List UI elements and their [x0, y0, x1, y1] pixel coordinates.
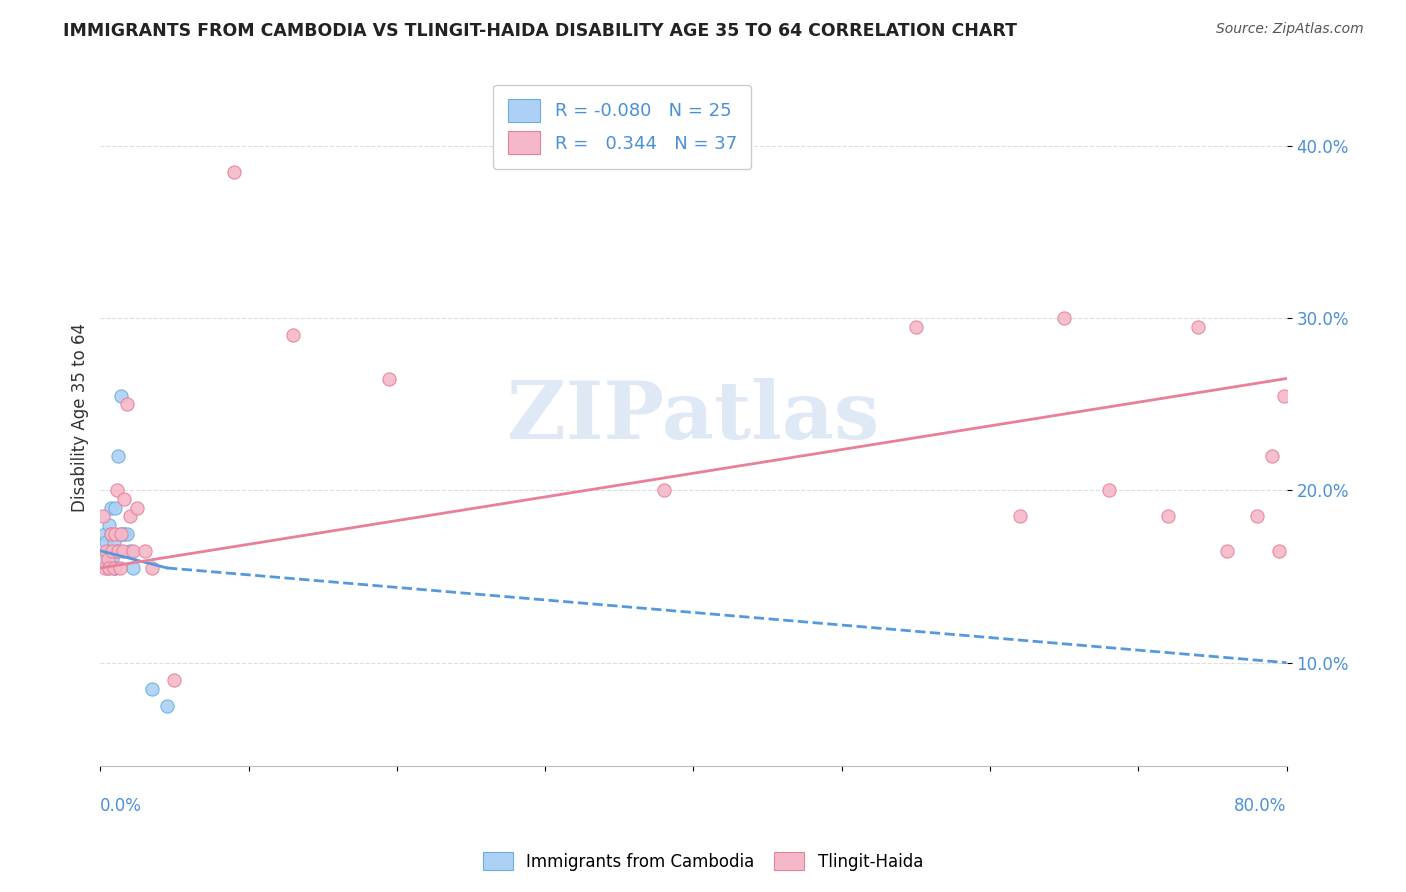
Point — [100, 526, 122, 541]
Point — [100, 526, 122, 541]
Point — [1268, 543, 1291, 558]
Point — [1261, 449, 1284, 463]
Point — [122, 543, 145, 558]
Legend: R = -0.080   N = 25, R =   0.344   N = 37: R = -0.080 N = 25, R = 0.344 N = 37 — [494, 85, 751, 169]
Point — [94, 561, 117, 575]
Point — [115, 397, 138, 411]
Point — [103, 561, 125, 575]
Point — [104, 561, 127, 575]
Point — [112, 491, 135, 506]
Point — [156, 698, 179, 713]
Point — [101, 552, 124, 566]
Point — [141, 681, 163, 696]
Point — [122, 561, 145, 575]
Point — [110, 389, 132, 403]
Text: ZIPatlas: ZIPatlas — [508, 378, 880, 457]
Point — [98, 543, 121, 558]
Point — [100, 500, 122, 515]
Point — [96, 543, 118, 558]
Point — [281, 328, 304, 343]
Point — [97, 552, 120, 566]
Point — [96, 535, 118, 549]
Point — [91, 552, 114, 566]
Point — [118, 543, 141, 558]
Point — [163, 673, 186, 687]
Point — [115, 526, 138, 541]
Point — [1246, 509, 1268, 524]
Y-axis label: Disability Age 35 to 64: Disability Age 35 to 64 — [72, 323, 89, 512]
Point — [104, 526, 127, 541]
Point — [103, 561, 125, 575]
Text: IMMIGRANTS FROM CAMBODIA VS TLINGIT-HAIDA DISABILITY AGE 35 TO 64 CORRELATION CH: IMMIGRANTS FROM CAMBODIA VS TLINGIT-HAID… — [63, 22, 1018, 40]
Text: Source: ZipAtlas.com: Source: ZipAtlas.com — [1216, 22, 1364, 37]
Point — [222, 165, 245, 179]
Point — [107, 543, 129, 558]
Point — [107, 449, 129, 463]
Point — [111, 543, 134, 558]
Point — [105, 543, 128, 558]
Text: 0.0%: 0.0% — [100, 797, 142, 814]
Point — [1216, 543, 1239, 558]
Point — [98, 517, 121, 532]
Point — [1053, 311, 1076, 326]
Point — [1272, 389, 1295, 403]
Point — [904, 319, 927, 334]
Point — [1008, 509, 1031, 524]
Point — [103, 535, 125, 549]
Point — [118, 509, 141, 524]
Point — [108, 526, 131, 541]
Point — [112, 526, 135, 541]
Point — [1098, 483, 1121, 498]
Point — [1157, 509, 1180, 524]
Point — [127, 500, 149, 515]
Point — [111, 526, 134, 541]
Point — [91, 509, 114, 524]
Point — [101, 543, 124, 558]
Point — [378, 371, 401, 385]
Point — [104, 500, 127, 515]
Point — [652, 483, 675, 498]
Point — [98, 561, 121, 575]
Point — [101, 543, 124, 558]
Point — [1187, 319, 1209, 334]
Point — [108, 561, 131, 575]
Point — [97, 561, 120, 575]
Legend: Immigrants from Cambodia, Tlingit-Haida: Immigrants from Cambodia, Tlingit-Haida — [474, 844, 932, 880]
Point — [110, 526, 132, 541]
Point — [141, 561, 163, 575]
Point — [134, 543, 156, 558]
Point — [105, 483, 128, 498]
Point — [94, 526, 117, 541]
Text: 80.0%: 80.0% — [1234, 797, 1286, 814]
